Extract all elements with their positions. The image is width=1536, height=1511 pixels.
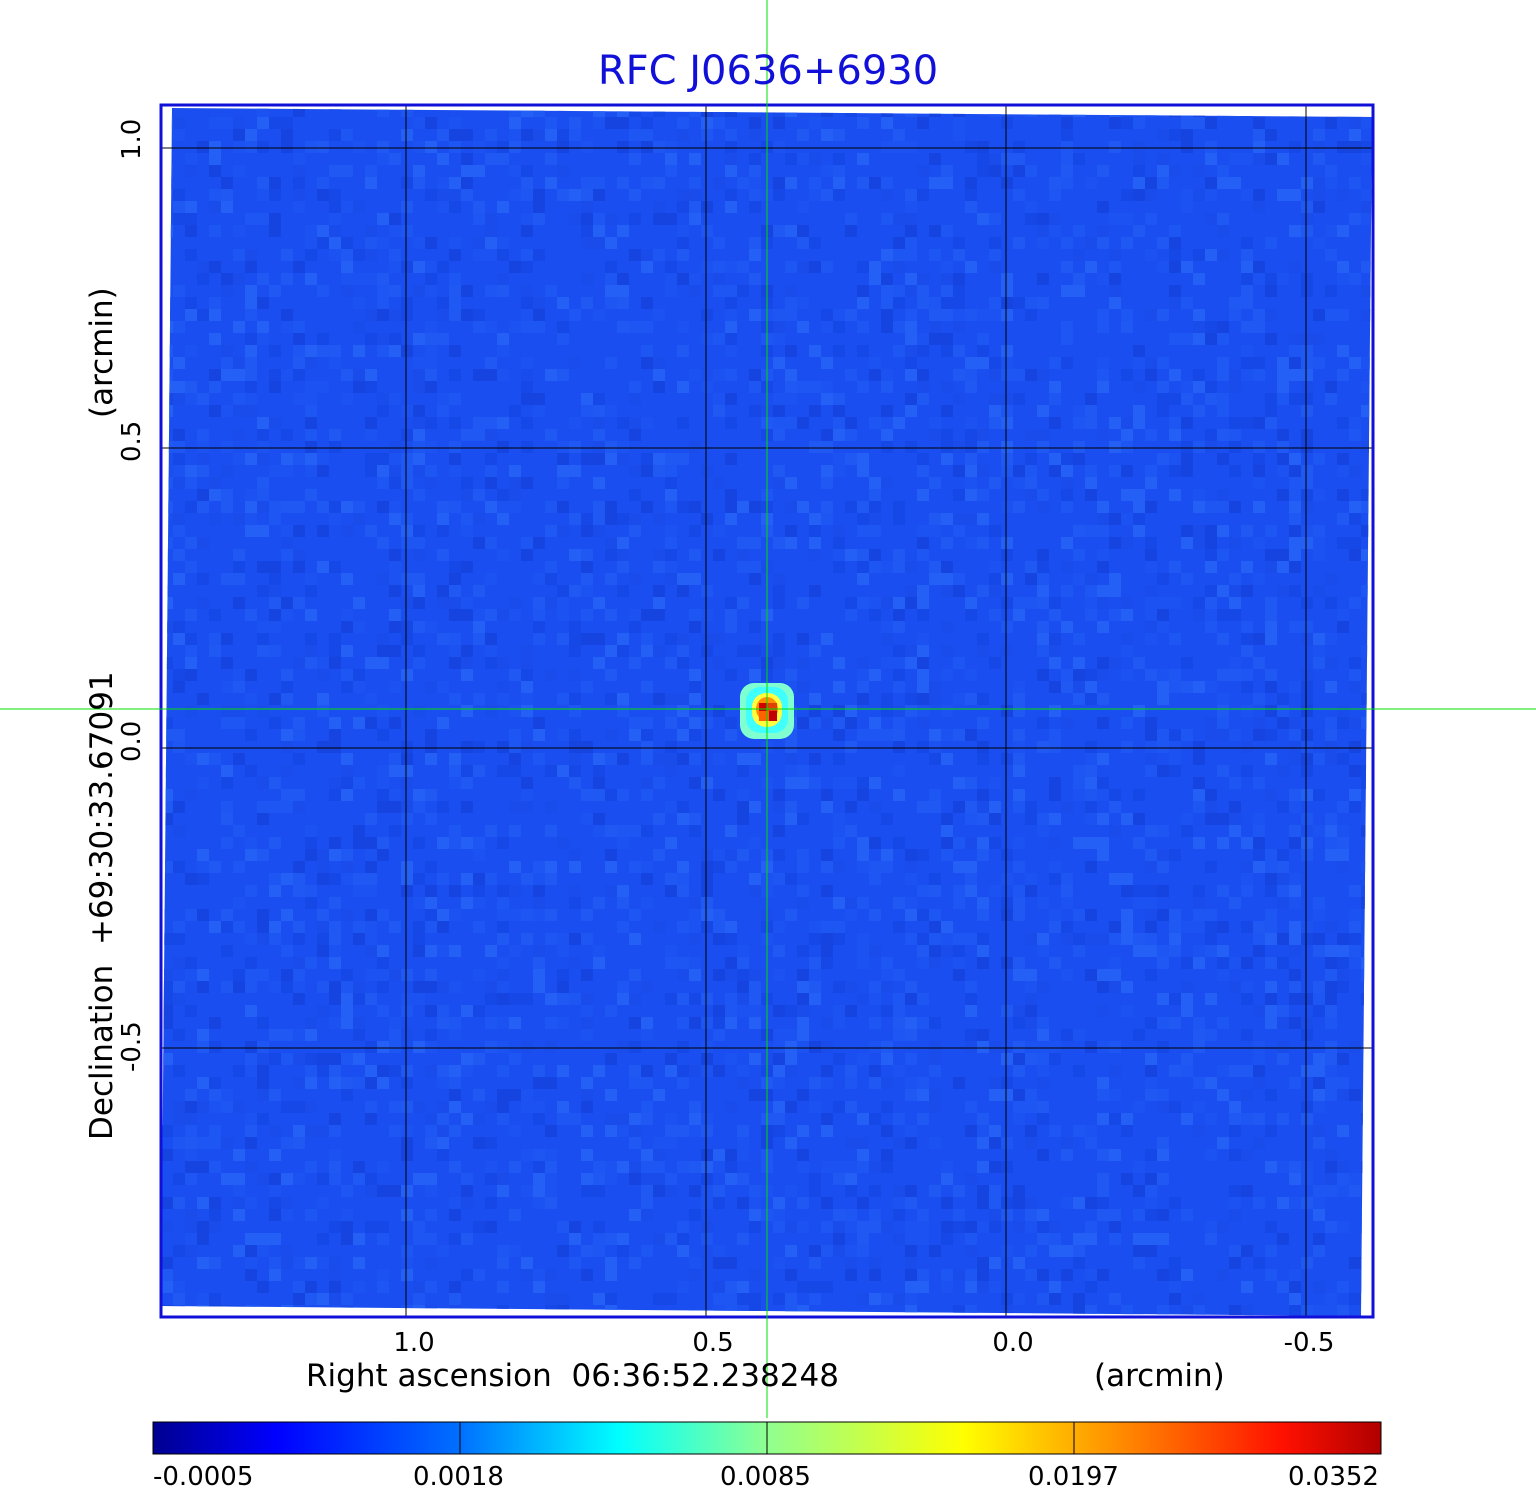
colorbar-tick-label: 0.0018 xyxy=(413,1462,504,1492)
x-tick-label: 1.0 xyxy=(393,1328,435,1358)
colorbar-tick-label: 0.0085 xyxy=(720,1462,811,1492)
x-tick-label: 0.5 xyxy=(692,1328,734,1358)
x-axis-label: Right ascension 06:36:52.238248 xyxy=(306,1358,839,1394)
colorbar-tick-label: -0.0005 xyxy=(153,1462,254,1492)
colorbar-tick-label: 0.0197 xyxy=(1028,1462,1119,1492)
x-axis-label-prefix: Right ascension xyxy=(306,1358,552,1394)
y-tick-label: 0.5 xyxy=(117,420,147,462)
colorbar-tick-marks xyxy=(459,1422,1075,1454)
x-tick-label: 0.0 xyxy=(992,1328,1034,1358)
y-axis-label: Declination +69:30:33.67091 xyxy=(84,671,120,1140)
y-tick-label: 0.0 xyxy=(117,720,147,762)
y-axis-center-value: +69:30:33.67091 xyxy=(84,671,120,946)
x-axis-center-value: 06:36:52.238248 xyxy=(571,1358,839,1394)
y-tick-label: -0.5 xyxy=(117,1021,147,1072)
x-axis-unit: (arcmin) xyxy=(1094,1358,1225,1394)
y-tick-label: 1.0 xyxy=(117,118,147,160)
x-tick-label: -0.5 xyxy=(1283,1328,1335,1358)
plot-title: RFC J0636+6930 xyxy=(597,48,939,94)
y-axis-unit: (arcmin) xyxy=(84,287,120,418)
y-axis-label-prefix: Declination xyxy=(84,964,120,1140)
colorbar-tick-label: 0.0352 xyxy=(1288,1462,1379,1492)
